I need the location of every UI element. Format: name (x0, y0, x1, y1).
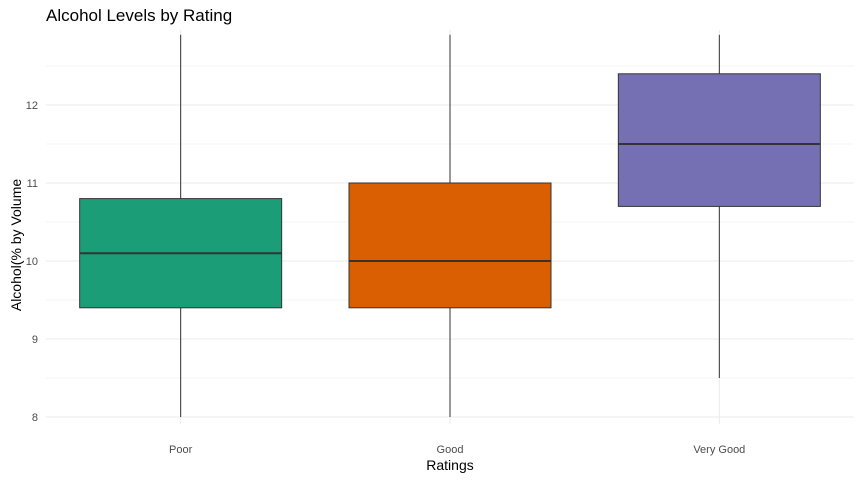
y-tick-label: 11 (27, 178, 38, 190)
y-axis-title: Alcohol(% by Volume (8, 179, 24, 312)
x-tick-label: Poor (169, 444, 193, 456)
x-axis-title: Ratings (426, 457, 473, 473)
box-very-good (617, 34, 821, 378)
y-tick-label: 9 (32, 334, 38, 346)
y-tick-label: 10 (26, 256, 38, 268)
box-poor (79, 34, 283, 417)
box-body (617, 73, 821, 207)
x-tick-label: Good (437, 444, 464, 456)
box-body (348, 182, 552, 309)
box-good (348, 34, 552, 417)
y-tick-label: 8 (32, 412, 38, 424)
boxes (79, 34, 821, 417)
x-axis-ticks: Poor Good Very Good (169, 444, 745, 456)
chart-title: Alcohol Levels by Rating (46, 6, 233, 25)
y-axis-ticks: 8 9 10 11 12 (26, 100, 38, 424)
x-tick-label: Very Good (693, 444, 745, 456)
y-tick-label: 12 (26, 100, 38, 112)
